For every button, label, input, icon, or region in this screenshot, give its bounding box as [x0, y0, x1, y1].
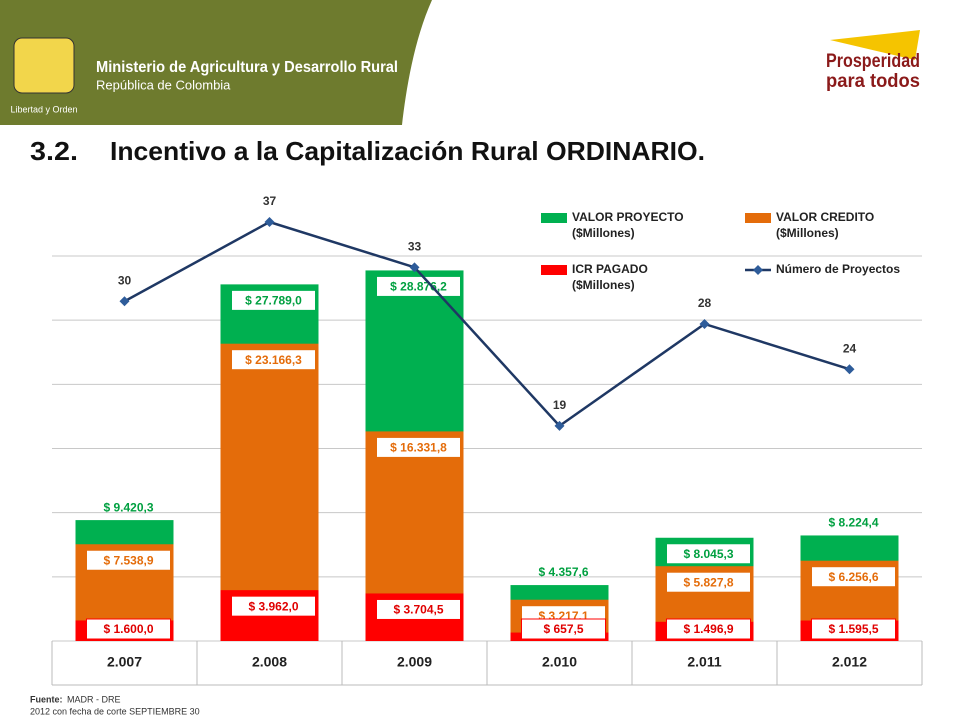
- header-band: [0, 0, 432, 125]
- legend-marker: [753, 265, 763, 275]
- line-label: 28: [698, 296, 712, 310]
- line-marker: [409, 262, 420, 273]
- country: República de Colombia: [96, 77, 231, 92]
- data-label: $ 9.420,3: [103, 500, 153, 514]
- line-label: 19: [553, 398, 567, 412]
- legend-label: ICR PAGADO ($Millones): [572, 262, 648, 292]
- coat-of-arms: [13, 37, 75, 94]
- title-number: 3.2.: [30, 136, 78, 166]
- source-label: Fuente:: [30, 694, 63, 704]
- data-label-box: [376, 598, 461, 620]
- data-label-box: [521, 618, 606, 640]
- legend-entry: ICR PAGADO ($Millones): [572, 262, 648, 292]
- data-label: $ 16.331,8: [390, 441, 447, 455]
- data-label: $ 3.962,0: [248, 599, 298, 613]
- data-label: $ 1.496,9: [683, 622, 733, 636]
- data-label-box: [666, 618, 751, 640]
- line-marker: [554, 420, 565, 431]
- data-label-box: [376, 275, 461, 297]
- source: MADR - DRE: [67, 694, 121, 704]
- data-label: $ 8.224,4: [828, 516, 878, 530]
- legend-entry: VALOR PROYECTO ($Millones): [572, 210, 684, 240]
- data-label: $ 4.357,6: [538, 565, 588, 579]
- data-label-box: [376, 436, 461, 458]
- line-label: 33: [408, 239, 422, 253]
- line-marker: [699, 318, 710, 329]
- x-tick-label: 2.008: [252, 654, 287, 670]
- data-label: $ 23.166,3: [245, 353, 302, 367]
- line-marker: [264, 217, 275, 228]
- data-label-box: [811, 618, 896, 640]
- legend-swatch: [541, 265, 567, 275]
- line-label: 24: [843, 341, 857, 355]
- logo-top: Prosperidad: [826, 51, 920, 72]
- line-marker: [119, 296, 130, 307]
- data-label-box: [231, 289, 316, 311]
- line-series: [123, 220, 850, 428]
- x-tick-label: 2.012: [832, 654, 867, 670]
- plot: 2.007 2.008 2.009 2.010 2.011 2.012 $ 9.420,3 $…: [51, 194, 923, 686]
- data-label-box: [231, 349, 316, 371]
- data-label: $ 27.789,0: [245, 294, 302, 308]
- data-label: $ 1.595,5: [828, 622, 878, 636]
- data-label: $ 5.827,8: [683, 575, 733, 589]
- line-label: 30: [118, 273, 132, 287]
- data-label: $ 8.045,3: [683, 547, 733, 561]
- legend-label: Número de Proyectos: [776, 262, 901, 276]
- legend-swatch: [541, 213, 567, 223]
- data-label-box: [86, 549, 171, 571]
- data-label: $ 7.538,9: [103, 553, 153, 567]
- data-label: $ 657,5: [543, 622, 583, 636]
- data-label: $ 28.876,2: [390, 280, 447, 294]
- x-tick-label: 2.009: [397, 654, 432, 670]
- note: 2012 con fecha de corte SEPTIEMBRE 30: [30, 706, 200, 716]
- data-label-box: [86, 618, 171, 640]
- x-tick-label: 2.007: [107, 654, 142, 670]
- data-label: $ 1.600,0: [103, 622, 153, 636]
- legend-entry: VALOR CREDITO ($Millones): [776, 210, 875, 240]
- legend-swatch: [745, 213, 771, 223]
- data-label: $ 3.704,5: [393, 603, 443, 617]
- ministry: Ministerio de Agricultura y Desarrollo R…: [96, 59, 398, 76]
- data-label-box: [231, 595, 316, 617]
- title: Incentivo a la Capitalización Rural ORDI…: [110, 136, 705, 166]
- x-tick-label: 2.011: [687, 654, 721, 670]
- data-label-box: [666, 543, 751, 565]
- line-marker: [844, 364, 855, 375]
- data-label-box: [811, 566, 896, 588]
- x-tick-label: 2.010: [542, 654, 577, 670]
- logo-bottom: para todos: [826, 71, 920, 92]
- legend-label: VALOR CREDITO ($Millones): [776, 210, 875, 240]
- legend-label: VALOR PROYECTO ($Millones): [572, 210, 684, 240]
- data-label: $ 6.256,6: [828, 570, 878, 584]
- data-label-box: [666, 571, 751, 593]
- motto: Libertad y Orden: [10, 104, 77, 114]
- line-label: 37: [263, 194, 277, 208]
- logo-flag: [830, 30, 920, 60]
- legend-entry: Número de Proyectos: [776, 262, 901, 276]
